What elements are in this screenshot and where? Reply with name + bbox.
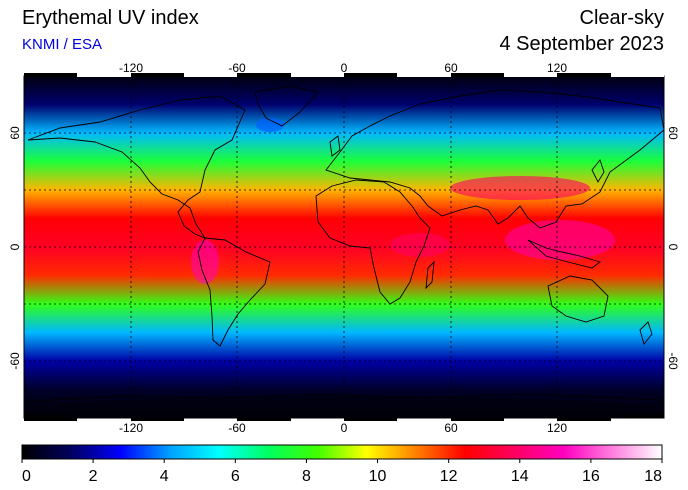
indonesia-coast (527, 239, 601, 269)
lon-label-top-120: 120 (547, 61, 567, 75)
source-label: KNMI / ESA (22, 36, 103, 53)
lat-labels-left: 60 0 -60 (8, 126, 22, 370)
lon-labels-bottom: -120 -60 0 60 120 (119, 421, 567, 435)
colorbar-tick-label: 2 (89, 468, 98, 485)
lon-labels-top: -120 -60 0 60 120 (119, 61, 567, 75)
lat-label-left-0: 0 (8, 243, 22, 250)
australia-coast (547, 275, 609, 323)
colorbar-tick-label: 16 (582, 468, 600, 485)
graticule (24, 76, 664, 418)
north-america-coast (27, 95, 246, 239)
colorbar-tick-label: 8 (302, 468, 311, 485)
lon-label-bottom-m60: -60 (228, 421, 246, 435)
date-label: 4 September 2023 (499, 33, 664, 55)
uv-hotspot-maritime (505, 220, 615, 260)
lat-labels-right: 60 0 -60 (666, 126, 680, 370)
frame-ticks (24, 73, 664, 421)
africa-coast (315, 179, 431, 305)
map-area (24, 76, 664, 418)
lon-label-bottom-m120: -120 (119, 421, 143, 435)
colorbar-tick-label: 10 (369, 468, 387, 485)
colorbar-tick-label: 18 (644, 468, 662, 485)
colorbar-tick-label: 4 (160, 468, 169, 485)
uv-hotspot-tibet (450, 176, 590, 200)
colorbar (21, 444, 663, 460)
lat-label-left-60: 60 (8, 126, 22, 140)
eurasia-coast (325, 89, 664, 229)
lat-label-right-0: 0 (666, 244, 680, 251)
japan-coast (591, 159, 605, 183)
uk-coast (329, 135, 341, 157)
lat-label-right-m60: -60 (666, 352, 680, 370)
lon-label-bottom-120: 120 (547, 421, 567, 435)
sky-mode-label: Clear-sky (579, 7, 664, 29)
south-america-coast (197, 237, 271, 347)
colorbar-tick-label: 6 (231, 468, 240, 485)
new-zealand-coast (639, 321, 653, 345)
lon-label-bottom-0: 0 (341, 421, 348, 435)
uv-hotspot-africa (390, 233, 450, 257)
colorbar-tick-label: 12 (440, 468, 458, 485)
lon-label-bottom-60: 60 (444, 421, 458, 435)
antarctica-coast (24, 393, 664, 403)
lon-label-top-m60: -60 (228, 61, 246, 75)
lat-label-left-m60: -60 (8, 352, 22, 370)
lon-label-top-m120: -120 (119, 61, 143, 75)
lon-label-top-60: 60 (444, 61, 458, 75)
chart-title: Erythemal UV index (22, 7, 199, 29)
greenland-low-uv (256, 118, 284, 132)
colorbar-tick-label: 0 (22, 468, 31, 485)
greenland-coast (254, 85, 319, 127)
madagascar-coast (425, 260, 435, 290)
colorbar-tick-label: 14 (511, 468, 529, 485)
colorbar-ticks: 0 2 4 6 8 10 12 14 16 18 (21, 459, 663, 485)
coastlines (24, 85, 664, 403)
lon-label-top-0: 0 (341, 61, 348, 75)
lat-label-right-60: 60 (666, 126, 680, 140)
